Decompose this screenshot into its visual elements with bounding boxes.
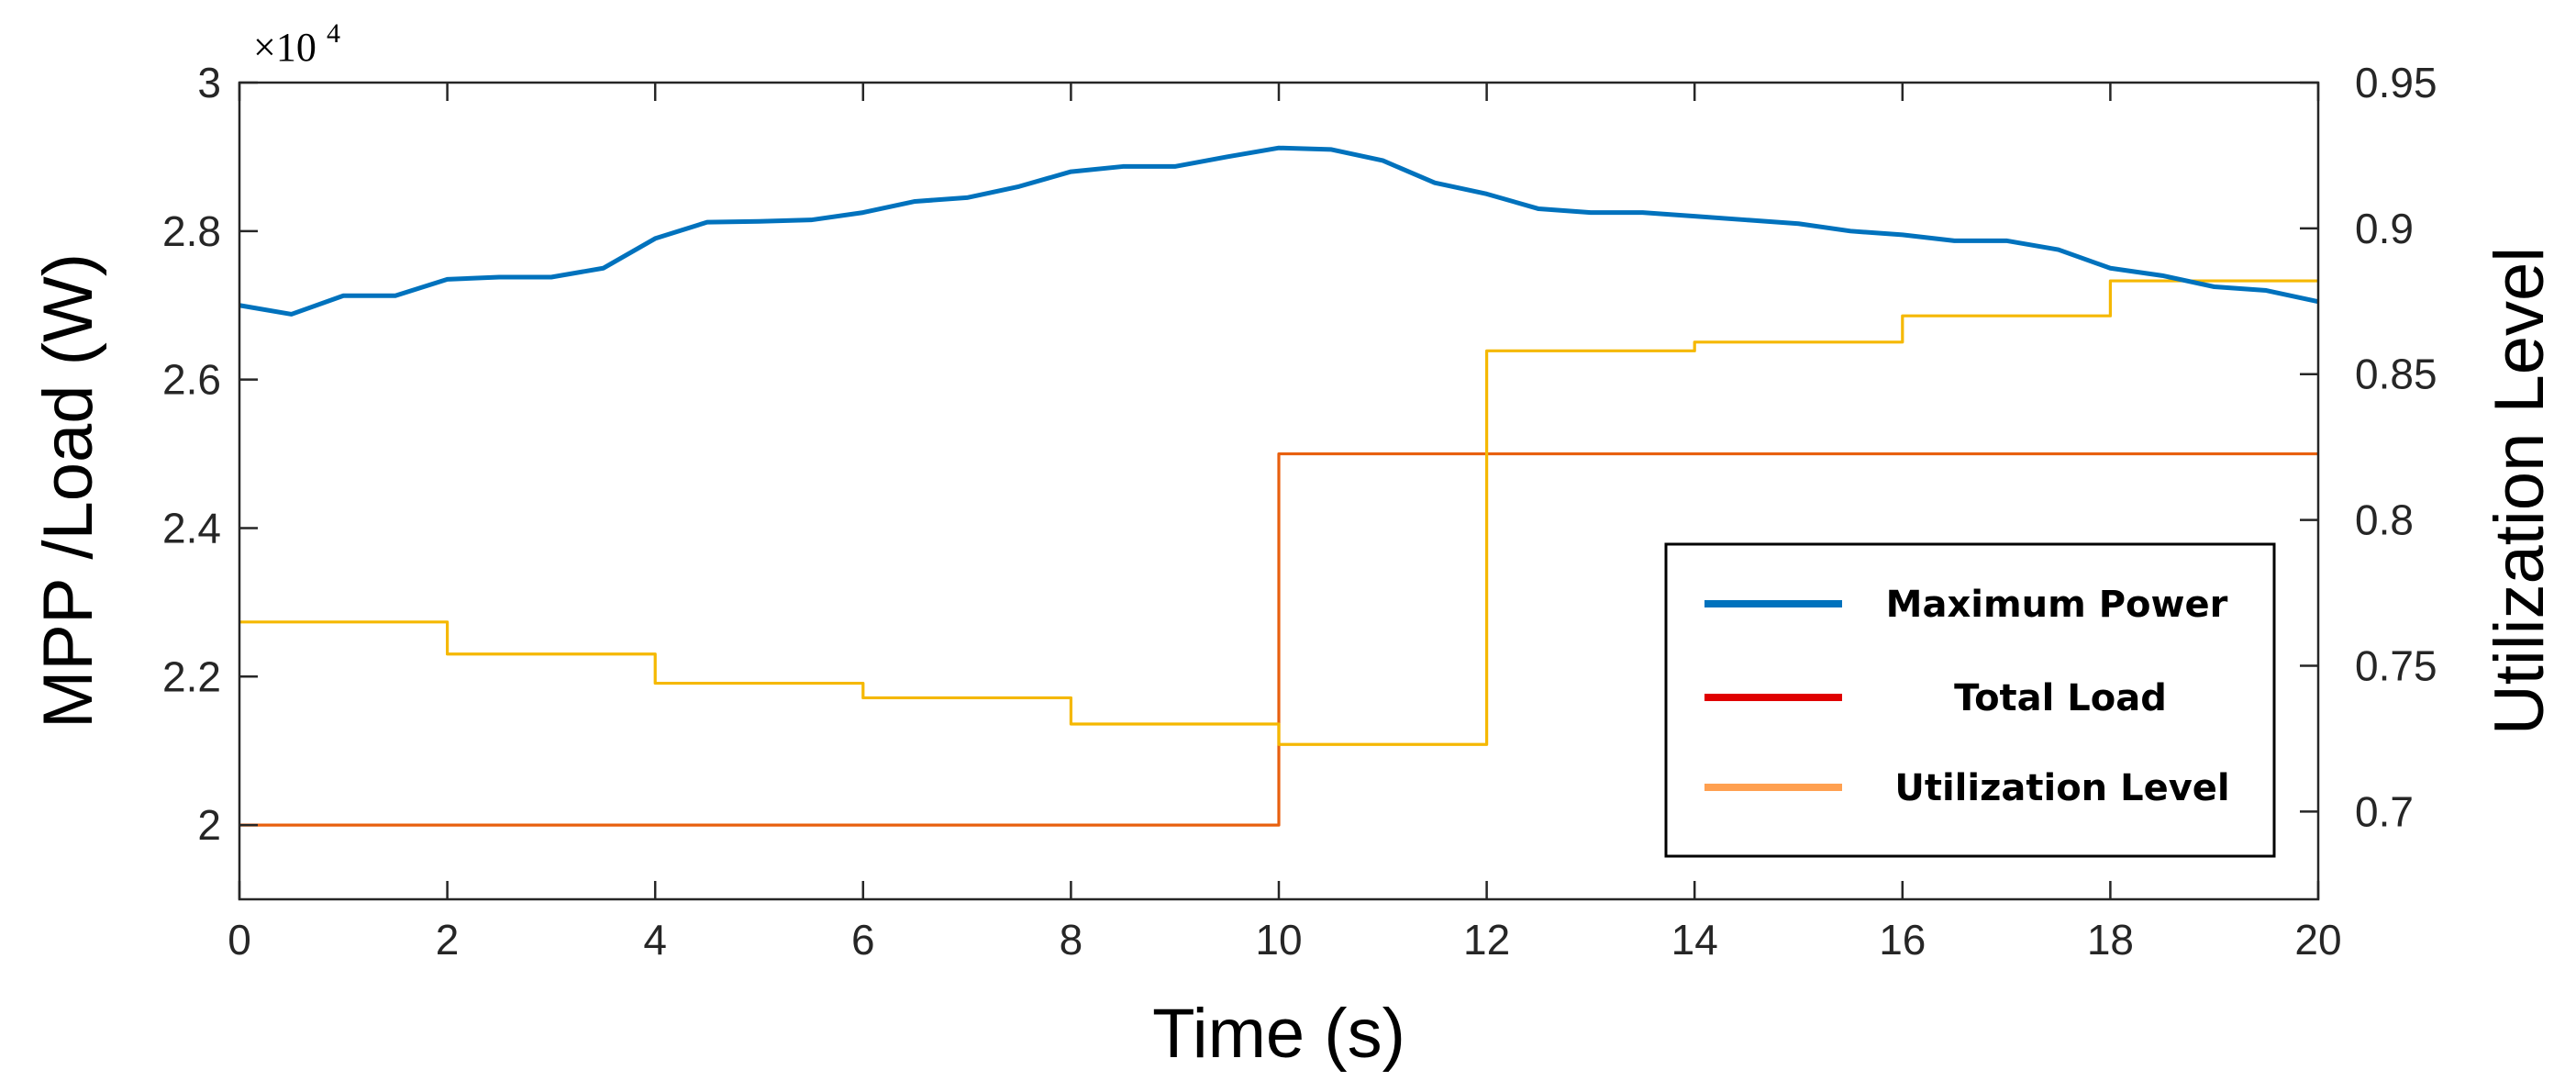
y-left-tick-label: 2.4: [162, 504, 221, 552]
x-tick-label: 12: [1463, 916, 1510, 964]
left-axis-exponent-power: 4: [327, 18, 340, 49]
x-tick-label: 0: [228, 916, 251, 964]
y-axis-right-title: Utilization Level: [2481, 247, 2559, 735]
x-tick-label: 8: [1060, 916, 1083, 964]
y-right-tick-label: 0.85: [2355, 351, 2437, 398]
y-left-tick-label: 3: [197, 59, 221, 106]
series-line-total-load: [239, 451, 2318, 827]
legend-label-maximum-power: Maximum Power: [1886, 584, 2228, 626]
x-tick-label: 2: [436, 916, 460, 964]
y-right-tick-label: 0.8: [2355, 496, 2414, 544]
x-tick-label: 20: [2294, 916, 2341, 964]
x-tick-label: 4: [643, 916, 667, 964]
y-left-tick-label: 2: [197, 801, 221, 849]
left-axis-exponent: ×10 4: [253, 18, 340, 70]
x-axis-title: Time (s): [1152, 995, 1405, 1073]
x-tick-label: 16: [1879, 916, 1926, 964]
x-tick-label: 18: [2087, 916, 2134, 964]
y-axis-left-title: MPP /Load (W): [29, 253, 107, 729]
series-line-maximum-power: [239, 145, 2319, 317]
ticks-layer: 0 2 4 6 8 10 12 14 16 18 20 2 2.2 2.4 2.6 2.8 3 0.7 0.75 0.…: [162, 59, 2437, 964]
x-tick-label: 10: [1255, 916, 1302, 964]
y-right-tick-label: 0.75: [2355, 641, 2437, 689]
legend-label-utilization-level: Utilization Level: [1894, 767, 2229, 809]
x-tick-label: 14: [1671, 916, 1718, 964]
x-tick-label: 6: [851, 916, 875, 964]
y-right-tick-label: 0.95: [2355, 59, 2437, 106]
legend: Maximum Power Total Load Utilization Lev…: [1664, 542, 2276, 858]
y-left-tick-label: 2.2: [162, 652, 221, 700]
y-left-tick-label: 2.8: [162, 207, 221, 255]
left-axis-exponent-prefix: ×10: [253, 25, 316, 70]
series-line-utilization-level: [239, 279, 2318, 746]
y-right-tick-label: 0.9: [2355, 205, 2414, 252]
y-left-tick-label: 2.6: [162, 356, 221, 404]
legend-label-total-load: Total Load: [1954, 677, 2167, 719]
series-layer: [239, 145, 2319, 827]
y-right-tick-label: 0.7: [2355, 787, 2414, 835]
